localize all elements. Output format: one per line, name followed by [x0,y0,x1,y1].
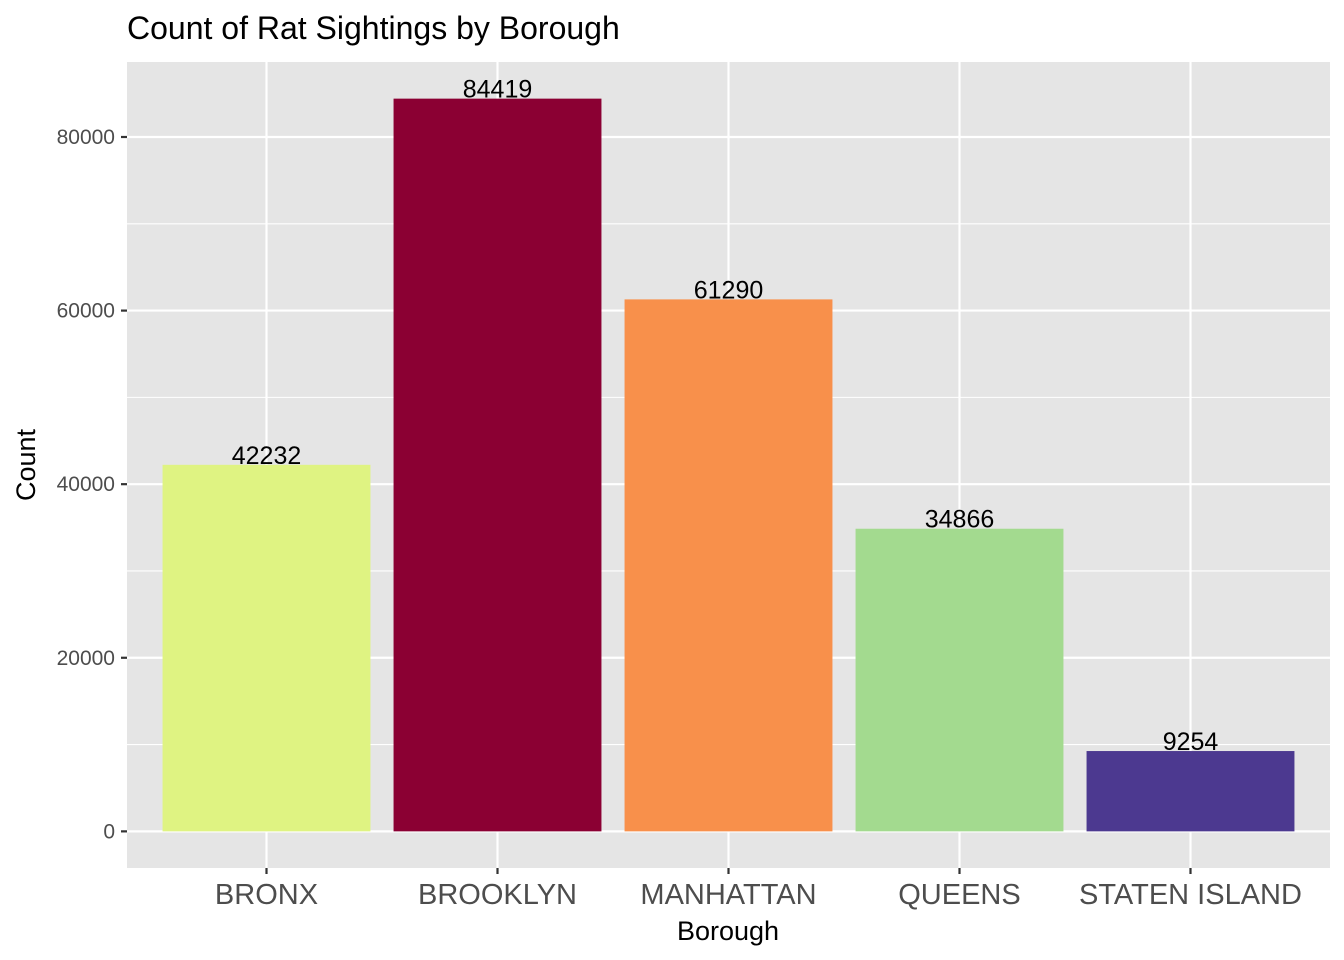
bar-brooklyn [393,98,602,832]
y-tick-label: 60000 [57,300,115,323]
x-axis-title: Borough [677,916,779,946]
x-tick-label: STATEN ISLAND [1079,879,1302,911]
y-tick-label: 40000 [57,473,115,496]
bar-value-labels: 42232 84419 61290 34866 9254 [232,76,1219,756]
bar-value-label: 42232 [232,442,302,470]
y-tick-label: 80000 [57,126,115,149]
x-tick-label: MANHATTAN [640,879,816,911]
bar-queens [855,528,1064,832]
bar-bronx [162,464,371,832]
y-tick-label: 20000 [57,647,115,670]
y-axis: 0 20000 40000 60000 80000 [57,126,127,843]
x-axis: BRONX BROOKLYN MANHATTAN QUEENS STATEN ISLAN… [215,868,1302,911]
bars [162,98,1295,832]
x-tick-label: BROOKLYN [418,879,577,911]
bar-value-label: 34866 [925,506,995,534]
y-tick-label: 0 [103,820,115,843]
bar-manhattan [624,299,833,832]
bar-staten-island [1086,751,1295,832]
x-tick-label: BRONX [215,879,318,911]
chart-title: Count of Rat Sightings by Borough [127,10,620,46]
y-axis-title: Count [11,428,41,501]
bar-value-label: 84419 [463,76,533,104]
bar-value-label: 9254 [1163,728,1219,756]
x-tick-label: QUEENS [898,879,1020,911]
bar-value-label: 61290 [694,276,764,304]
